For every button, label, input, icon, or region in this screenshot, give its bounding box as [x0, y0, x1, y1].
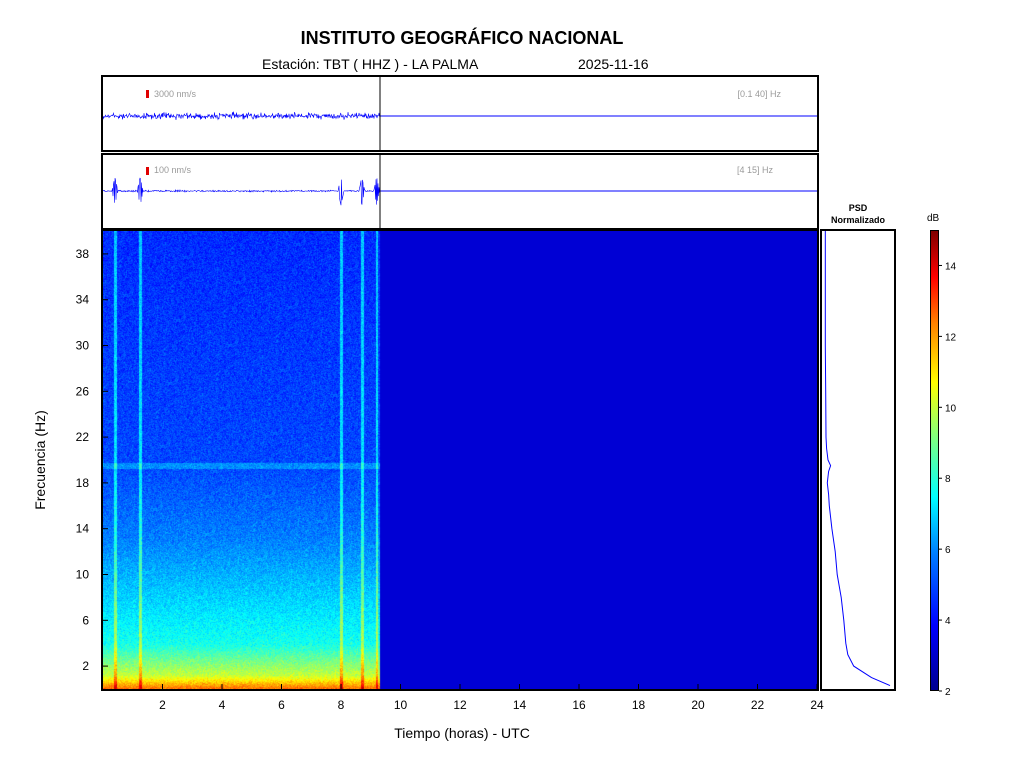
colorbar-tick-label: 8: [945, 474, 951, 485]
x-tick-label: 20: [691, 698, 705, 712]
x-tick-label: 22: [751, 698, 765, 712]
psd-subtitle: Normalizado: [830, 215, 885, 225]
spectrogram-image: [103, 231, 817, 689]
x-tick-label: 10: [394, 698, 408, 712]
y-tick-label: 18: [76, 476, 90, 490]
y-tick-label: 10: [76, 568, 90, 582]
x-tick-label: 8: [338, 698, 345, 712]
waveform-path: [103, 177, 381, 206]
x-tick-label: 18: [632, 698, 646, 712]
x-tick-label: 12: [453, 698, 467, 712]
colorbar-tick-label: 12: [945, 332, 957, 343]
station-label: Estación: TBT ( HHZ ) - LA PALMA: [262, 56, 479, 72]
colorbar-tick-label: 6: [945, 545, 951, 556]
filter-band-label: [0.1 40] Hz: [737, 89, 781, 99]
y-axis-label: Frecuencia (Hz): [32, 410, 48, 510]
x-tick-label: 4: [219, 698, 226, 712]
y-tick-label: 6: [82, 613, 89, 627]
amplitude-scale-marker: [146, 167, 149, 175]
broadband-trace-panel: 3000 nm/s [0.1 40] Hz: [101, 75, 819, 152]
filter-band-label: [4 15] Hz: [736, 165, 773, 175]
psd-panel: [820, 229, 896, 691]
y-tick-label: 38: [76, 247, 90, 261]
amplitude-scale-marker: [146, 90, 149, 98]
filtered-trace-panel: 100 nm/s [4 15] Hz: [101, 153, 819, 230]
filtered-waveform: [103, 155, 817, 228]
amplitude-scale-label: 100 nm/s: [154, 165, 192, 175]
waveform-path: [103, 111, 381, 121]
x-tick-label: 14: [513, 698, 527, 712]
colorbar-tick-label: 10: [945, 403, 957, 414]
y-tick-label: 34: [76, 293, 90, 307]
colorbar: [930, 230, 939, 691]
colorbar-unit: dB: [927, 213, 940, 224]
x-tick-label: 2: [159, 698, 166, 712]
x-tick-label: 16: [572, 698, 586, 712]
page-title: INSTITUTO GEOGRÁFICO NACIONAL: [300, 28, 624, 48]
y-tick-label: 22: [76, 430, 90, 444]
psd-curve: [824, 231, 891, 687]
x-tick-label: 6: [278, 698, 285, 712]
date-label: 2025-11-16: [578, 56, 649, 72]
colorbar-tick-label: 14: [945, 261, 957, 272]
x-tick-label: 24: [810, 698, 824, 712]
y-tick-label: 2: [82, 659, 89, 673]
y-tick-label: 30: [76, 339, 90, 353]
colorbar-tick-label: 2: [945, 687, 951, 698]
psd-line: [824, 231, 891, 687]
spectrogram-plot: [101, 229, 819, 691]
psd-title: PSD: [848, 203, 868, 213]
amplitude-scale-label: 3000 nm/s: [154, 89, 197, 99]
x-axis-label: Tiempo (horas) - UTC: [394, 725, 530, 741]
colorbar-tick-label: 4: [945, 616, 951, 627]
broadband-waveform: [103, 77, 817, 150]
y-tick-label: 14: [76, 522, 90, 536]
y-tick-label: 26: [76, 384, 90, 398]
